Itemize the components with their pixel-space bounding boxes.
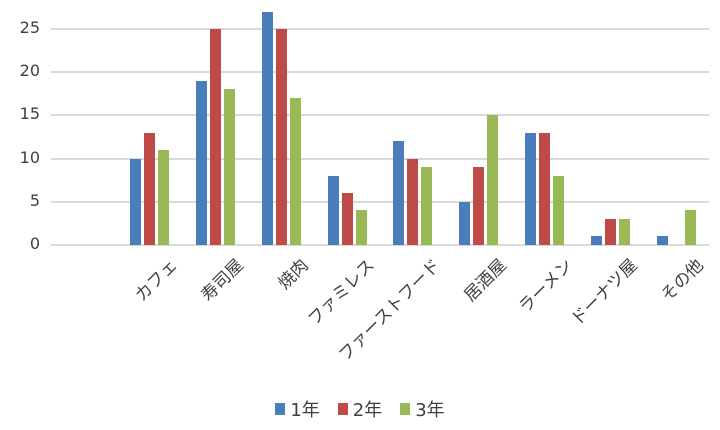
bar xyxy=(421,167,433,245)
bar xyxy=(684,210,696,245)
gridline xyxy=(51,200,709,203)
legend-label: 2年 xyxy=(352,400,383,421)
legend-swatch-icon xyxy=(400,403,411,415)
legend-item: 2年 xyxy=(337,396,383,422)
bar xyxy=(275,29,287,245)
bar xyxy=(553,175,564,245)
y-tick-label: 0 xyxy=(29,234,40,253)
bar xyxy=(473,167,485,245)
x-tick-label: 焼肉 xyxy=(274,255,313,294)
legend-swatch-icon xyxy=(275,403,286,415)
bar xyxy=(341,193,353,245)
legend-item: 1年 xyxy=(275,396,320,422)
bar xyxy=(261,11,273,245)
bar xyxy=(487,115,499,245)
y-tick-label: 25 xyxy=(19,18,40,37)
bar xyxy=(539,132,550,245)
bar xyxy=(144,132,156,245)
y-tick-label: 10 xyxy=(19,147,40,167)
bar xyxy=(224,89,235,245)
legend-swatch-icon xyxy=(337,403,348,415)
x-tick-label: 居酒屋 xyxy=(460,255,511,306)
bar xyxy=(196,80,207,245)
gridline xyxy=(51,71,709,74)
legend-label: 1年 xyxy=(290,400,320,421)
x-tick-label: その他 xyxy=(657,255,708,306)
legend-label: 3年 xyxy=(415,400,445,421)
bar xyxy=(130,158,142,245)
y-tick-label: 20 xyxy=(19,61,40,81)
bar xyxy=(210,29,221,245)
bar xyxy=(393,141,405,245)
bar xyxy=(656,236,668,245)
gridline xyxy=(51,157,709,160)
gridline xyxy=(51,244,709,246)
bar xyxy=(618,219,630,245)
bar xyxy=(158,149,170,245)
bar xyxy=(604,219,616,245)
y-tick-label: 5 xyxy=(29,190,40,210)
x-tick-label: カフェ xyxy=(131,255,182,306)
bar xyxy=(289,98,301,245)
bar xyxy=(327,175,339,245)
x-tick-label: ドーナツ屋 xyxy=(567,255,642,330)
legend-item: 3年 xyxy=(400,396,445,422)
y-tick-label: 15 xyxy=(19,104,40,124)
bar xyxy=(355,210,367,245)
legend: 1年 2年 3年 xyxy=(0,396,720,422)
bar xyxy=(459,201,471,245)
gridline xyxy=(51,114,709,117)
bar xyxy=(590,236,602,245)
bar xyxy=(525,132,536,245)
gridline xyxy=(51,28,709,30)
bar xyxy=(407,158,419,245)
x-tick-label: 寿司屋 xyxy=(196,255,248,306)
